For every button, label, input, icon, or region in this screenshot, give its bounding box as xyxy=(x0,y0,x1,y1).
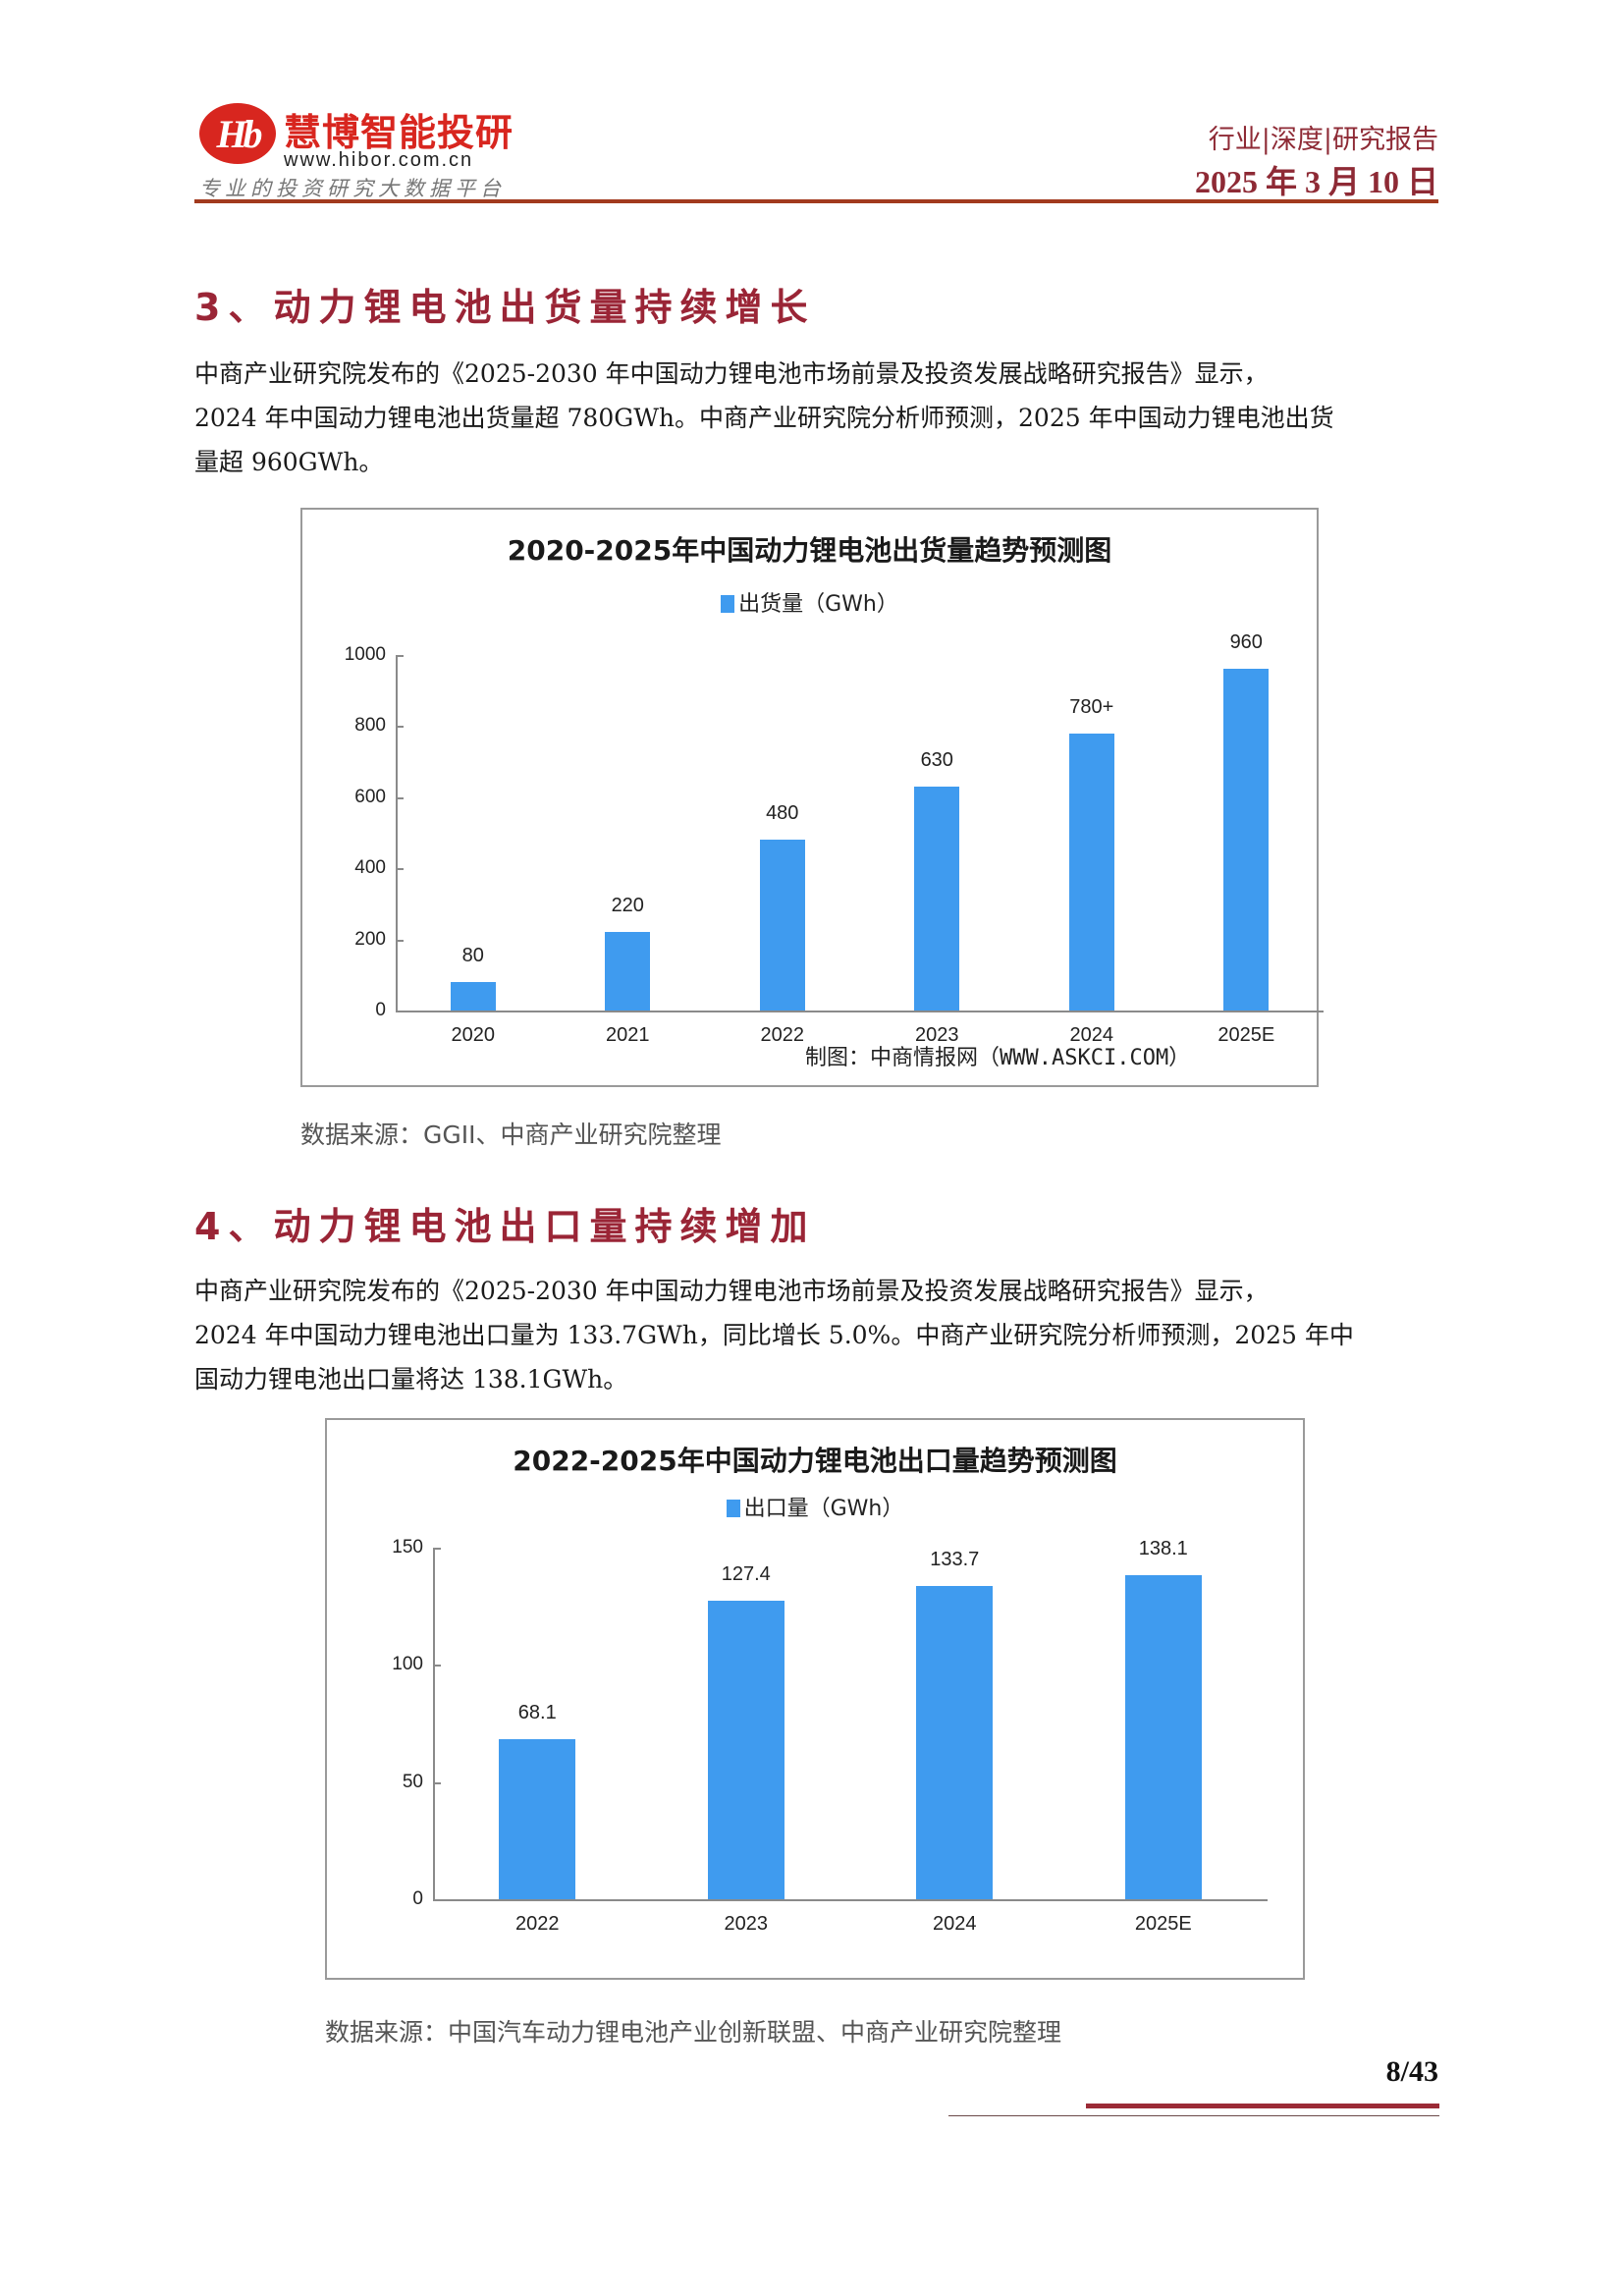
x-tick-label: 2024 xyxy=(933,1913,977,1935)
x-tick-label: 2022 xyxy=(515,1913,560,1935)
bar xyxy=(916,1585,994,1899)
y-tick xyxy=(396,1011,404,1012)
paragraph-line: 国动力锂电池出口量将达 138.1GWh。 xyxy=(194,1365,628,1394)
bar-value-label: 68.1 xyxy=(517,1702,557,1724)
source-note: 数据来源：GGII、中商产业研究院整理 xyxy=(300,1121,722,1149)
footer-divider-thin xyxy=(948,2115,1439,2116)
bar-value-label: 630 xyxy=(920,748,953,771)
bar-value-label: 133.7 xyxy=(930,1548,980,1570)
page-number: 8/43 xyxy=(1385,2055,1438,2088)
header-divider xyxy=(194,199,1438,203)
hibor-logo: Hb 慧博智能投研 www.hibor.com.cn 专业的投资研究大数据平台 xyxy=(199,98,514,200)
section-paragraph-exports: 中商产业研究院发布的《2025-2030 年中国动力锂电池市场前景及投资发展战略… xyxy=(194,1269,1441,1401)
x-tick-label: 2025E xyxy=(1134,1913,1192,1935)
paragraph-line: 中商产业研究院发布的《2025-2030 年中国动力锂电池市场前景及投资发展战略… xyxy=(194,359,1269,388)
chart-title: 2022-2025年中国动力锂电池出口量趋势预测图 xyxy=(513,1445,1117,1477)
legend-label: 出口量（GWh） xyxy=(743,1497,904,1521)
y-tick-label: 150 xyxy=(392,1537,423,1558)
legend-swatch-icon xyxy=(726,1500,740,1517)
x-tick-label: 2020 xyxy=(451,1024,496,1046)
bar-value-label: 780+ xyxy=(1069,695,1114,718)
bar xyxy=(707,1600,784,1899)
paragraph-line: 2024 年中国动力锂电池出口量为 133.7GWh，同比增长 5.0%。中商产… xyxy=(194,1321,1354,1349)
chart-legend: 出口量（GWh） xyxy=(327,1491,1303,1522)
chart-title: 2020-2025年中国动力锂电池出货量趋势预测图 xyxy=(507,534,1112,567)
y-tick-label: 0 xyxy=(375,1000,386,1020)
bar xyxy=(450,982,496,1011)
section-title-shipments: 3、动力锂电池出货量持续增长 xyxy=(194,286,816,329)
y-tick xyxy=(396,796,404,799)
bar-value-label: 80 xyxy=(461,945,484,967)
paragraph-line: 2024 年中国动力锂电池出货量超 780GWh。中商产业研究院分析师预测，20… xyxy=(194,404,1334,432)
y-axis xyxy=(396,655,398,1011)
logo-name: 慧博智能投研 xyxy=(284,111,514,154)
chart-credit: 制图：中商情报网（WWW.ASKCI.COM） xyxy=(805,1046,1191,1070)
report-type: 行业|深度|研究报告 xyxy=(1208,125,1438,155)
x-axis xyxy=(433,1899,1268,1901)
logo-slogan: 专业的投资研究大数据平台 xyxy=(199,177,506,200)
plot-area: 0 50 100 150 68.1 2022 127.4 2023 133.7 2024 138.1… xyxy=(327,1420,1303,1978)
y-axis xyxy=(433,1548,435,1899)
x-tick-label: 2025E xyxy=(1217,1024,1275,1046)
y-tick xyxy=(433,1781,441,1784)
bar-value-label: 138.1 xyxy=(1138,1538,1188,1560)
bar xyxy=(1124,1575,1202,1899)
y-tick xyxy=(433,1548,441,1550)
y-tick xyxy=(396,655,404,657)
y-tick-label: 200 xyxy=(354,928,386,950)
footer-divider-thick xyxy=(1086,2104,1439,2108)
bar xyxy=(914,786,960,1011)
y-tick xyxy=(433,1665,441,1667)
bar xyxy=(1223,669,1270,1011)
y-tick xyxy=(433,1899,441,1901)
logo-url: www.hibor.com.cn xyxy=(284,149,474,171)
section-paragraph-shipments: 中商产业研究院发布的《2025-2030 年中国动力锂电池市场前景及投资发展战略… xyxy=(194,352,1441,484)
y-tick-label: 800 xyxy=(354,715,386,737)
y-tick-label: 100 xyxy=(392,1654,423,1675)
bar xyxy=(759,840,805,1011)
paragraph-line: 量超 960GWh。 xyxy=(194,448,384,476)
x-axis xyxy=(396,1011,1324,1012)
export-chart: 2022-2025年中国动力锂电池出口量趋势预测图 出口量（GWh） 0 50 10… xyxy=(325,1418,1305,1980)
x-tick-label: 2022 xyxy=(760,1024,805,1046)
y-tick-label: 1000 xyxy=(344,644,386,665)
bar xyxy=(1068,733,1114,1011)
bar xyxy=(499,1739,576,1899)
x-tick-label: 2021 xyxy=(606,1024,650,1046)
y-tick xyxy=(396,939,404,942)
bar-value-label: 127.4 xyxy=(721,1562,771,1585)
y-tick-label: 50 xyxy=(402,1771,423,1792)
plot-area: 0 200 400 600 800 1000 80 2020 220 2021 480 2022 630… xyxy=(302,510,1324,1085)
report-date: 2025 年 3 月 10 日 xyxy=(1194,164,1438,199)
bar-value-label: 960 xyxy=(1229,631,1263,654)
y-tick-label: 0 xyxy=(412,1888,423,1909)
bar-value-label: 480 xyxy=(766,802,799,825)
x-tick-label: 2024 xyxy=(1069,1024,1114,1046)
x-tick-label: 2023 xyxy=(724,1913,769,1935)
bar-value-label: 220 xyxy=(611,895,644,917)
source-note: 数据来源：中国汽车动力锂电池产业创新联盟、中商产业研究院整理 xyxy=(325,2018,1062,2047)
x-tick-label: 2023 xyxy=(915,1024,959,1046)
bar xyxy=(605,932,651,1011)
y-tick xyxy=(396,726,404,729)
legend-label: 出货量（GWh） xyxy=(738,592,898,617)
shipment-chart: 2020-2025年中国动力锂电池出货量趋势预测图 出货量（GWh） 0 200 4… xyxy=(300,508,1324,1087)
paragraph-line: 中商产业研究院发布的《2025-2030 年中国动力锂电池市场前景及投资发展战略… xyxy=(194,1277,1269,1305)
section-title-exports: 4、动力锂电池出口量持续增加 xyxy=(194,1205,816,1248)
y-tick xyxy=(396,868,404,871)
chart-legend: 出货量（GWh） xyxy=(302,586,1317,618)
logo-mark-icon: Hb xyxy=(199,103,276,164)
legend-swatch-icon xyxy=(721,595,735,613)
y-tick-label: 400 xyxy=(354,857,386,879)
y-tick-label: 600 xyxy=(354,786,386,807)
